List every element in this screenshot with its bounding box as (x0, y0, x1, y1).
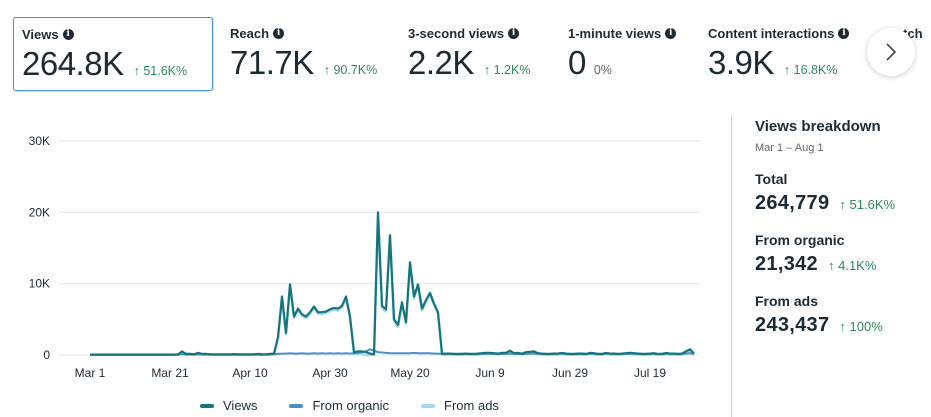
legend-swatch (200, 403, 214, 408)
metric-cards: Views i 264.8K ↑ 51.6K% Reach i 71.7K ↑ 90.7… (13, 17, 931, 93)
x-tick-label: Mar 21 (151, 366, 189, 380)
divider (731, 115, 732, 417)
metric-value: 2.2K (408, 44, 474, 81)
y-tick-label: 20K (29, 205, 50, 219)
breakdown-label: From organic (755, 232, 845, 248)
legend-label: From ads (444, 398, 499, 413)
metric-label: 3-second views (408, 26, 505, 41)
metric-change: ↑ 1.2K% (483, 63, 531, 77)
breakdown-organic: From organic 21,342 ↑ 4.1K% (755, 232, 925, 276)
metric-card-1-minute-views[interactable]: 1-minute views i 0 0% (560, 17, 700, 91)
legend-swatch (421, 403, 436, 408)
metric-label: Content interactions (708, 26, 835, 41)
x-tick-label: Apr 30 (312, 366, 348, 380)
breakdown-value: 243,437 (755, 314, 830, 336)
x-tick-label: Jun 9 (475, 366, 505, 380)
breakdown-total: Total 264,779 ↑ 51.6K% (755, 171, 925, 215)
line-chart: 0 10K 20K 30K Mar 1 Mar 21 Apr 10 Apr 30 May 20 J… (29, 134, 700, 380)
series-line-views (90, 211, 695, 356)
x-tick-label: Mar 1 (75, 366, 106, 380)
metric-change: 0% (593, 63, 612, 77)
breakdown-change: ↑ 51.6K% (839, 197, 896, 212)
breakdown-date-range: Mar 1 – Aug 1 (755, 142, 824, 154)
metric-change: ↑ 51.6K% (133, 64, 188, 78)
breakdown-value: 264,779 (755, 192, 830, 214)
y-tick-label: 10K (29, 277, 50, 291)
legend-label: From organic (312, 398, 390, 413)
chevron-right-icon (886, 43, 897, 61)
legend-item-views[interactable]: Views (200, 398, 257, 413)
metric-change: ↑ 90.7K% (323, 63, 378, 77)
legend-label: Views (223, 398, 258, 413)
metric-card-3-second-views[interactable]: 3-second views i 2.2K ↑ 1.2K% (400, 17, 560, 91)
x-tick-label: Apr 10 (232, 366, 268, 380)
info-icon[interactable]: i (665, 28, 677, 39)
metric-value: 264.8K (22, 45, 124, 82)
breakdown-ads: From ads 243,437 ↑ 100% (755, 293, 925, 337)
metric-value: 3.9K (708, 44, 774, 81)
x-tick-label: Jul 19 (634, 366, 666, 380)
x-tick-label: May 20 (390, 366, 430, 380)
metric-label: Views (22, 27, 59, 42)
views-chart: 0 10K 20K 30K Mar 1 Mar 21 Apr 10 Apr 30 May 20 J… (0, 115, 720, 417)
breakdown-value: 21,342 (755, 253, 818, 275)
info-icon[interactable]: i (273, 28, 285, 39)
metric-value: 0 (568, 44, 586, 81)
breakdown-label: From ads (755, 293, 819, 309)
legend-item-organic[interactable]: From organic (289, 398, 389, 413)
metric-value: 71.7K (230, 44, 314, 81)
metric-label: 1-minute views (568, 26, 662, 41)
views-breakdown-panel: Views breakdown Mar 1 – Aug 1 Total 264,… (755, 118, 925, 337)
legend-swatch (289, 403, 304, 408)
next-metrics-button[interactable] (867, 28, 915, 76)
info-icon[interactable]: i (508, 28, 520, 39)
y-tick-label: 0 (43, 348, 50, 362)
x-tick-label: Jun 29 (552, 366, 588, 380)
metric-card-reach[interactable]: Reach i 71.7K ↑ 90.7K% (222, 17, 392, 91)
breakdown-change: ↑ 100% (839, 319, 883, 334)
metric-label: Reach (230, 26, 270, 41)
legend-item-ads[interactable]: From ads (421, 398, 499, 413)
metric-card-content-interactions[interactable]: Content interactions i 3.9K ↑ 16.8K% (700, 17, 870, 91)
breakdown-change: ↑ 4.1K% (827, 258, 877, 273)
info-icon[interactable]: i (838, 28, 850, 39)
chart-legend: Views From organic From ads (200, 398, 499, 413)
metric-card-views[interactable]: Views i 264.8K ↑ 51.6K% (13, 17, 213, 91)
breakdown-title: Views breakdown (755, 118, 881, 135)
metric-change: ↑ 16.8K% (783, 63, 838, 77)
info-icon[interactable]: i (62, 29, 74, 40)
y-tick-label: 30K (29, 134, 50, 148)
breakdown-label: Total (755, 171, 788, 187)
